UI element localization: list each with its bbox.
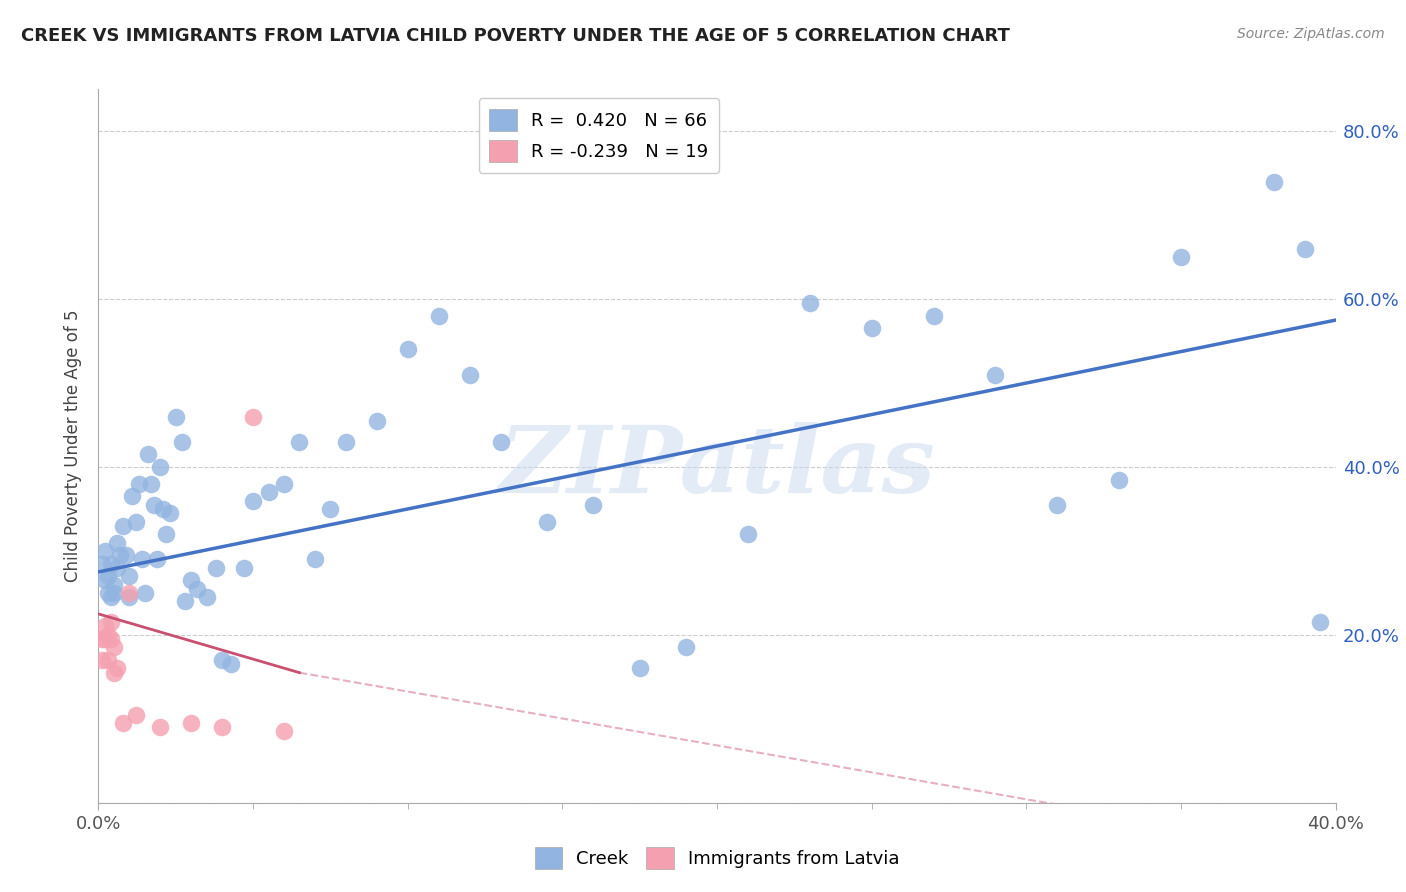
Point — [97, 628, 120, 642]
Point — [124, 707, 146, 722]
Point — [180, 716, 202, 731]
Point — [134, 586, 156, 600]
Point — [103, 586, 125, 600]
Point — [124, 515, 146, 529]
Point — [97, 586, 120, 600]
Point — [174, 594, 197, 608]
Point — [536, 515, 558, 529]
Point — [319, 502, 342, 516]
Point — [103, 577, 125, 591]
Point — [149, 460, 172, 475]
Point — [100, 615, 122, 630]
Point — [737, 527, 759, 541]
Point — [427, 309, 450, 323]
Point — [128, 476, 150, 491]
Point — [211, 720, 233, 734]
Point — [118, 590, 141, 604]
Point — [112, 518, 135, 533]
Point — [922, 309, 945, 323]
Point — [100, 632, 122, 646]
Y-axis label: Child Poverty Under the Age of 5: Child Poverty Under the Age of 5 — [65, 310, 83, 582]
Point — [180, 574, 202, 588]
Text: CREEK VS IMMIGRANTS FROM LATVIA CHILD POVERTY UNDER THE AGE OF 5 CORRELATION CHA: CREEK VS IMMIGRANTS FROM LATVIA CHILD PO… — [21, 27, 1010, 45]
Point — [211, 653, 233, 667]
Point — [97, 653, 120, 667]
Point — [1263, 175, 1285, 189]
Text: ZIPatlas: ZIPatlas — [499, 423, 935, 512]
Point — [112, 716, 135, 731]
Point — [90, 557, 112, 571]
Point — [860, 321, 883, 335]
Point — [165, 409, 187, 424]
Point — [458, 368, 481, 382]
Point — [205, 560, 228, 574]
Point — [273, 476, 295, 491]
Point — [105, 661, 128, 675]
Point — [152, 502, 174, 516]
Point — [155, 527, 177, 541]
Point — [121, 489, 143, 503]
Point — [103, 640, 125, 655]
Point — [304, 552, 326, 566]
Point — [100, 590, 122, 604]
Point — [675, 640, 697, 655]
Point — [232, 560, 254, 574]
Point — [115, 548, 138, 562]
Point — [136, 447, 159, 461]
Point — [366, 414, 388, 428]
Text: Source: ZipAtlas.com: Source: ZipAtlas.com — [1237, 27, 1385, 41]
Point — [149, 720, 172, 734]
Point — [93, 574, 115, 588]
Point — [195, 590, 218, 604]
Point — [90, 653, 112, 667]
Point — [139, 476, 162, 491]
Point — [159, 506, 181, 520]
Point — [1108, 473, 1130, 487]
Point — [118, 586, 141, 600]
Point — [1170, 250, 1192, 264]
Point — [984, 368, 1007, 382]
Point — [97, 569, 120, 583]
Point — [582, 498, 605, 512]
Point — [257, 485, 280, 500]
Point — [103, 665, 125, 680]
Point — [273, 724, 295, 739]
Point — [90, 632, 112, 646]
Point — [100, 557, 122, 571]
Point — [1294, 242, 1316, 256]
Point — [186, 582, 208, 596]
Point — [105, 560, 128, 574]
Point — [93, 544, 115, 558]
Point — [1046, 498, 1069, 512]
Point — [105, 535, 128, 549]
Point — [396, 343, 419, 357]
Point — [221, 657, 243, 672]
Point — [242, 493, 264, 508]
Legend: Creek, Immigrants from Latvia: Creek, Immigrants from Latvia — [527, 839, 907, 876]
Point — [799, 296, 821, 310]
Point — [108, 548, 131, 562]
Point — [93, 619, 115, 633]
Point — [118, 569, 141, 583]
Point — [335, 434, 357, 449]
Point — [489, 434, 512, 449]
Point — [131, 552, 153, 566]
Point — [143, 498, 166, 512]
Point — [1309, 615, 1331, 630]
Point — [288, 434, 311, 449]
Point — [170, 434, 193, 449]
Point — [93, 632, 115, 646]
Point — [242, 409, 264, 424]
Point — [628, 661, 651, 675]
Point — [146, 552, 169, 566]
